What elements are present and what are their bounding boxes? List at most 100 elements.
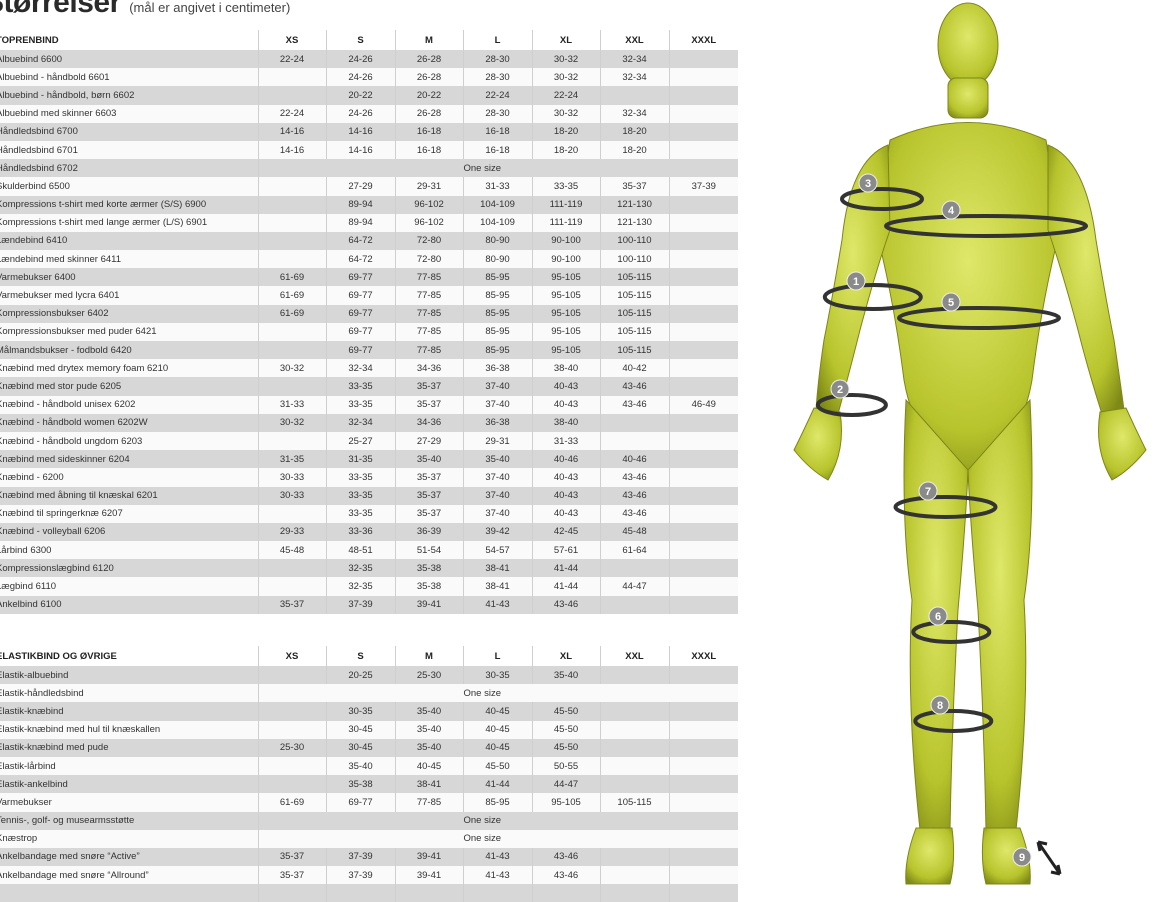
- size-cell-xxxl: [668, 522, 738, 542]
- size-cell-s: 32-35: [325, 577, 395, 596]
- size-cell-xl: 43-46: [531, 595, 600, 614]
- size-cell-xs: 31-33: [257, 395, 326, 414]
- size-cell-xxxl: [668, 231, 738, 251]
- size-cell-l: 28-30: [462, 68, 532, 87]
- product-name: Elastik-knæbind med pude: [0, 738, 258, 757]
- product-name: Knæbind - håndbold ungdom 6203: [0, 431, 258, 451]
- product-name: Elastik-knæbind med hul til knæskallen: [0, 720, 258, 739]
- size-cell-xxxl: [668, 702, 738, 721]
- size-cell-m: 39-41: [394, 595, 463, 614]
- size-header-xs: XS: [257, 30, 326, 50]
- size-cell-xxxl: [668, 286, 738, 305]
- size-cell-m: 39-41: [394, 847, 463, 867]
- size-cell-xxxl: [668, 304, 738, 323]
- measure-band-5: [897, 306, 1061, 330]
- size-cell-s: 35-40: [325, 756, 395, 776]
- size-cell-l: 37-40: [462, 468, 532, 487]
- size-cell-xxxl: [668, 720, 738, 739]
- size-cell-xxxl: [668, 577, 738, 596]
- size-cell-xxxl: [668, 140, 738, 160]
- size-cell-xl: 95-105: [531, 304, 600, 323]
- size-cell-xxl: 100-110: [599, 250, 669, 269]
- product-name: Elastik-albuebind: [0, 666, 258, 685]
- size-cell-xs: 29-33: [257, 522, 326, 542]
- one-size-cell: One size: [257, 684, 738, 703]
- size-cell-xxxl: [668, 486, 738, 505]
- size-cell-xs: 35-37: [257, 595, 326, 614]
- size-cell-xxl: 105-115: [599, 341, 669, 360]
- size-cell-xxxl: [668, 666, 738, 685]
- size-cell-m: 51-54: [394, 541, 463, 560]
- table-row: Albuebind 6600 22-24 24-26 26-28 28-30 30-32 3…: [0, 50, 738, 69]
- size-cell-m: 35-40: [394, 720, 463, 739]
- size-cell-xs: [257, 86, 326, 105]
- size-cell-xl: 95-105: [531, 286, 600, 305]
- product-name: Ankelbandage med snøre “Active”: [0, 847, 258, 867]
- size-cell-xl: 95-105: [531, 793, 600, 812]
- size-cell-xxxl: [668, 504, 738, 523]
- table-row: Knæbind - håndbold ungdom 6203 25-27 27-29…: [0, 431, 738, 451]
- size-cell-xs: 14-16: [257, 140, 326, 160]
- size-cell-xxl: [599, 738, 669, 757]
- product-name: Kompressions t-shirt med korte ærmer (S/…: [0, 195, 258, 214]
- table-row: Elastik-knæbind 30-35 35-40 40-45 45-50: [0, 702, 738, 721]
- table-row: Knæbind til springerknæ 6207 33-35 35-37 37…: [0, 504, 738, 523]
- table-row: Tennis-, golf- og musearmsstøtte One size: [0, 811, 738, 830]
- size-cell-xxl: [599, 775, 669, 794]
- table-row: Varmebukser med lycra 6401 61-69 69-77 77-8…: [0, 286, 738, 305]
- size-cell-xs: 35-37: [257, 866, 326, 885]
- size-cell-m: 20-22: [394, 86, 463, 105]
- size-cell-xxl: 45-48: [599, 522, 669, 542]
- table-row: Kompressionsbukser med puder 6421 69-77 77…: [0, 322, 738, 341]
- table-row: Ankelbandage med snøre “Allround” 35-37 37…: [0, 866, 738, 885]
- size-cell-xs: [257, 68, 326, 87]
- size-cell-l: 54-57: [462, 541, 532, 560]
- table-row: Lændebind 6410 64-72 72-80 80-90 90-100 100-1…: [0, 231, 738, 251]
- table-row: Albuebind - håndbold, børn 6602 20-22 20-2…: [0, 86, 738, 105]
- size-cell-xs: 31-35: [257, 450, 326, 469]
- size-cell-s: 32-34: [325, 359, 395, 378]
- table-row: Varmebukser 6400 61-69 69-77 77-85 85-95 95-1…: [0, 268, 738, 287]
- size-cell-xxl: [599, 756, 669, 776]
- size-cell-m: 35-37: [394, 468, 463, 487]
- size-cell-s: 20-25: [325, 666, 395, 685]
- size-cell-xxl: 32-34: [599, 104, 669, 123]
- size-cell-m: 96-102: [394, 195, 463, 214]
- size-cell-m: 26-28: [394, 50, 463, 69]
- size-cell-xl: 45-50: [531, 720, 600, 739]
- product-name: Ankelbind 6100: [0, 595, 258, 614]
- size-cell-xl: 30-32: [531, 104, 600, 123]
- size-cell-xxl: 105-115: [599, 286, 669, 305]
- size-cell-xl: 40-43: [531, 377, 600, 396]
- size-cell-s: 64-72: [325, 250, 395, 269]
- size-cell-s: 69-77: [325, 341, 395, 360]
- size-cell-m: 96-102: [394, 213, 463, 232]
- size-cell-l: 85-95: [462, 341, 532, 360]
- size-cell-xxl: [599, 86, 669, 105]
- size-cell-m: 39-41: [394, 866, 463, 885]
- title-note: (mål er angivet i centimeter): [129, 0, 291, 15]
- product-name: Lægbind 6110: [0, 577, 258, 596]
- size-cell-xxl: 105-115: [599, 304, 669, 323]
- size-table-bandages: TOPRENBIND XS S M L XL XXL XXXL Albuebind 6600 22…: [0, 30, 738, 614]
- size-cell-s: 30-45: [325, 738, 395, 757]
- table-row: Knæbind med åbning til knæskal 6201 30-33…: [0, 486, 738, 505]
- size-cell-xxxl: [668, 413, 738, 432]
- table-row: Albuebind med skinner 6603 22-24 24-26 26-2…: [0, 104, 738, 123]
- size-cell-s: 32-35: [325, 559, 395, 578]
- size-cell-s: 69-77: [325, 322, 395, 341]
- cut-cell: [257, 884, 326, 902]
- size-cell-xl: 40-43: [531, 468, 600, 487]
- product-name: Håndledsbind 6701: [0, 140, 258, 160]
- size-cell-l: 31-33: [462, 177, 532, 196]
- product-name: Knæbind - håndbold unisex 6202: [0, 395, 258, 414]
- size-cell-xs: 61-69: [257, 286, 326, 305]
- product-name: Elastik-lårbind: [0, 756, 258, 776]
- marker-number-4: 4: [948, 205, 955, 217]
- marker-circle-3: [858, 173, 878, 193]
- size-cell-l: 41-43: [462, 847, 532, 867]
- size-cell-xxl: 32-34: [599, 68, 669, 87]
- table-row: Albuebind - håndbold 6601 24-26 26-28 28-30…: [0, 68, 738, 87]
- size-cell-m: 29-31: [394, 177, 463, 196]
- size-cell-xxxl: [668, 68, 738, 87]
